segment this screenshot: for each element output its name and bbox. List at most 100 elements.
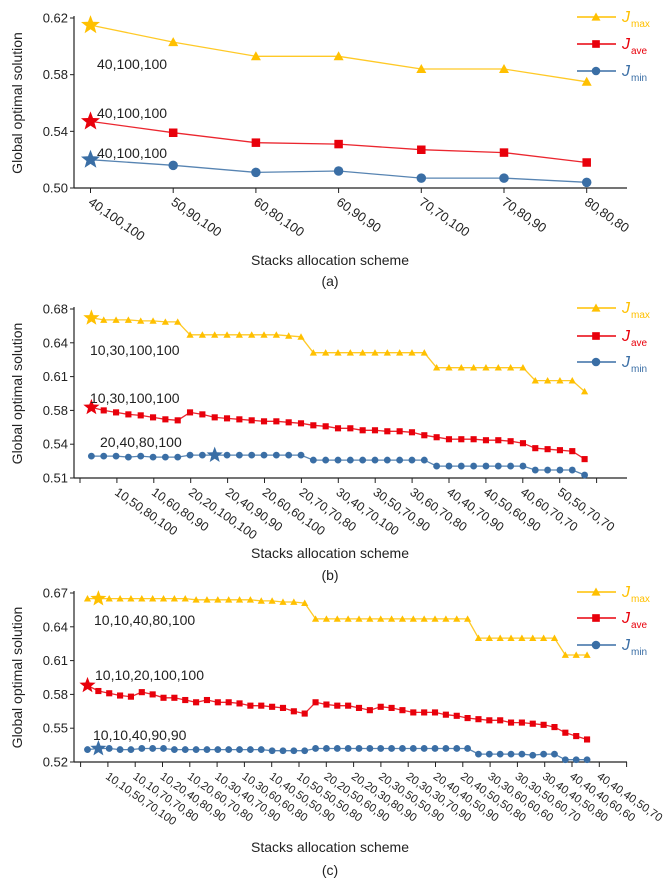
data-point (416, 173, 427, 183)
legend-label: J (621, 300, 631, 317)
data-point (453, 712, 460, 719)
data-point (113, 409, 120, 416)
chart-panel-c: 0.520.550.580.610.640.6710,10,50,70,1001… (9, 584, 664, 878)
data-point (482, 437, 490, 444)
data-point (149, 317, 157, 324)
data-point (507, 462, 515, 470)
data-point (248, 417, 255, 424)
data-point (496, 750, 504, 758)
data-point (470, 364, 478, 371)
data-point (582, 158, 591, 167)
data-point (433, 462, 441, 470)
series-Jave (79, 676, 591, 743)
data-point (87, 452, 95, 460)
data-point (355, 745, 363, 752)
data-point (225, 596, 233, 603)
data-point (333, 745, 341, 752)
data-point (170, 746, 178, 754)
data-point (203, 746, 211, 754)
data-point (137, 412, 144, 419)
y-tick-label: 0.52 (43, 755, 68, 770)
data-point (138, 689, 145, 696)
data-point (334, 349, 342, 356)
data-point (581, 471, 589, 479)
data-point (323, 701, 330, 708)
data-point (116, 595, 124, 602)
data-point (223, 331, 231, 338)
data-point (246, 596, 254, 603)
data-point (431, 615, 439, 622)
y-tick-label: 0.50 (43, 181, 68, 196)
best-solution-annotation: 20,40,80,100 (100, 434, 182, 450)
data-point (551, 750, 558, 758)
legend-label: J (621, 63, 631, 80)
data-point (398, 615, 407, 622)
data-point (257, 597, 265, 604)
x-tick-label: 60,80,100 (251, 194, 307, 239)
data-point (138, 595, 146, 602)
best-solution-star-icon (83, 398, 100, 415)
legend-label-subscript: max (631, 310, 650, 321)
data-point (388, 704, 395, 711)
data-point (214, 596, 222, 603)
data-point (355, 704, 363, 711)
data-point (359, 427, 366, 434)
data-point (384, 428, 391, 435)
data-point (420, 349, 428, 356)
data-point (290, 708, 297, 715)
data-point (211, 414, 218, 421)
data-point (248, 331, 256, 338)
data-point (470, 436, 477, 443)
data-point (377, 703, 384, 710)
data-point (518, 750, 526, 758)
data-point (518, 634, 526, 641)
data-point (323, 745, 330, 752)
data-point (279, 598, 287, 605)
data-point (160, 694, 167, 701)
data-point (409, 615, 417, 622)
data-point (544, 446, 551, 453)
data-point (408, 429, 416, 436)
best-solution-annotation: 40,100,100 (97, 56, 167, 72)
legend-marker-icon (591, 12, 601, 21)
legend-marker-icon (591, 587, 601, 596)
data-point (290, 747, 298, 755)
data-point (346, 456, 354, 464)
data-point (161, 318, 169, 325)
data-point (112, 452, 120, 460)
data-point (84, 746, 91, 754)
data-point (431, 709, 439, 716)
panel-label: (a) (321, 273, 338, 289)
x-axis-label: Stacks allocation scheme (251, 839, 409, 855)
data-point (297, 420, 305, 427)
data-point (223, 451, 231, 459)
data-point (192, 596, 200, 603)
data-point (199, 411, 206, 418)
data-point (474, 634, 483, 641)
y-tick-label: 0.61 (43, 653, 68, 668)
data-point (159, 595, 168, 602)
data-point (377, 745, 385, 752)
data-point (408, 456, 416, 464)
legend-label-subscript: max (631, 594, 650, 605)
data-point (214, 699, 221, 706)
legend-label: J (621, 610, 631, 627)
legend-label: J (621, 36, 631, 53)
data-point (279, 747, 287, 755)
data-point (127, 693, 134, 700)
data-point (399, 707, 406, 714)
data-point (531, 466, 539, 474)
legend-label-subscript: max (631, 19, 650, 30)
data-point (236, 700, 243, 707)
best-solution-star-icon (206, 446, 223, 462)
legend-marker-icon (591, 66, 601, 76)
data-point (269, 703, 276, 710)
best-solution-star-icon (81, 15, 100, 34)
data-point (198, 331, 206, 338)
series-Jmax (83, 309, 589, 395)
best-solution-star-icon (81, 111, 100, 130)
